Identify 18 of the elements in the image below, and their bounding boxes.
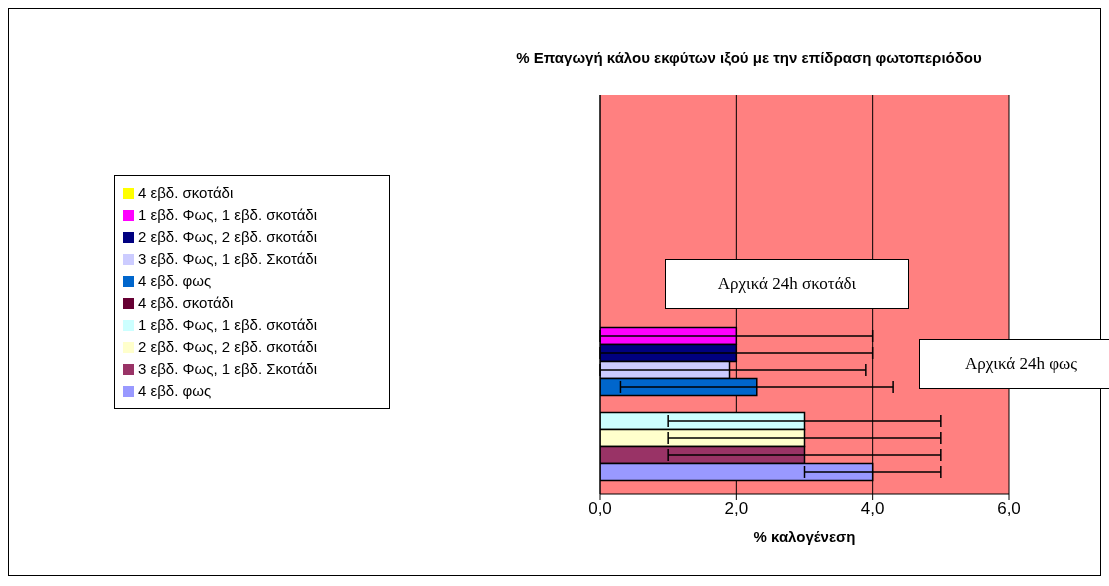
legend-label: 2 εβδ. Φως, 2 εβδ. σκοτάδι	[138, 227, 318, 245]
x-tick-label: 0,0	[588, 499, 612, 519]
x-tick-label: 6,0	[997, 499, 1021, 519]
legend-label: 3 εβδ. Φως, 1 εβδ. Σκοτάδι	[138, 249, 318, 267]
legend-label: 4 εβδ. φως	[138, 271, 212, 289]
legend-label: 1 εβδ. Φως, 1 εβδ. σκοτάδι	[138, 205, 318, 223]
legend-label: 1 εβδ. Φως, 1 εβδ. σκοτάδι	[138, 315, 318, 333]
x-tick-label: 4,0	[860, 499, 885, 519]
legend-label: 2 εβδ. Φως, 2 εβδ. σκοτάδι	[138, 337, 318, 355]
x-axis-title: % καλογένεση	[753, 528, 856, 545]
text-box: Αρχικά 24h σκοτάδι	[665, 259, 909, 309]
legend-label: 4 εβδ. σκοτάδι	[138, 183, 234, 201]
text-box: Αρχικά 24h φως	[919, 339, 1109, 389]
chart-title: % Επαγωγή κάλου εκφύτων ιξού με την επίδραση φωτοπεριόδου	[515, 49, 983, 66]
x-tick-label: 2,0	[724, 499, 749, 519]
legend-label: 4 εβδ. σκοτάδι	[138, 293, 234, 311]
legend-label: 3 εβδ. Φως, 1 εβδ. Σκοτάδι	[138, 359, 318, 377]
legend-label: 4 εβδ. φως	[138, 381, 212, 399]
